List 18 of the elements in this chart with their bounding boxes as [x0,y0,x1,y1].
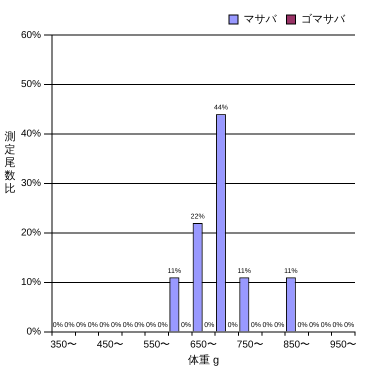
y-tick-label: 30% [21,178,42,190]
x-tick-label: 750〜 [236,340,264,351]
y-tick-label: 60% [21,30,42,41]
x-tick-label: 350〜 [50,340,78,351]
y-tick-label: 10% [21,277,42,288]
x-tick-label: 450〜 [96,340,124,351]
x-tick-label: 950〜 [330,340,357,351]
legend-label: マサバ [244,14,278,26]
y-tick-label: 20% [21,228,42,239]
legend-label: ゴマサバ [301,14,346,26]
y-axis-title: 測定尾数比 [4,130,16,195]
x-tick-label: 850〜 [283,340,310,351]
x-tick-label: 550〜 [144,340,170,351]
x-tick-label: 650〜 [190,340,217,351]
y-tick-label: 50% [21,79,42,90]
y-tick-label: 0% [26,326,42,338]
y-tick-label: 40% [21,128,42,140]
x-axis-title: 体重 g [188,353,220,366]
